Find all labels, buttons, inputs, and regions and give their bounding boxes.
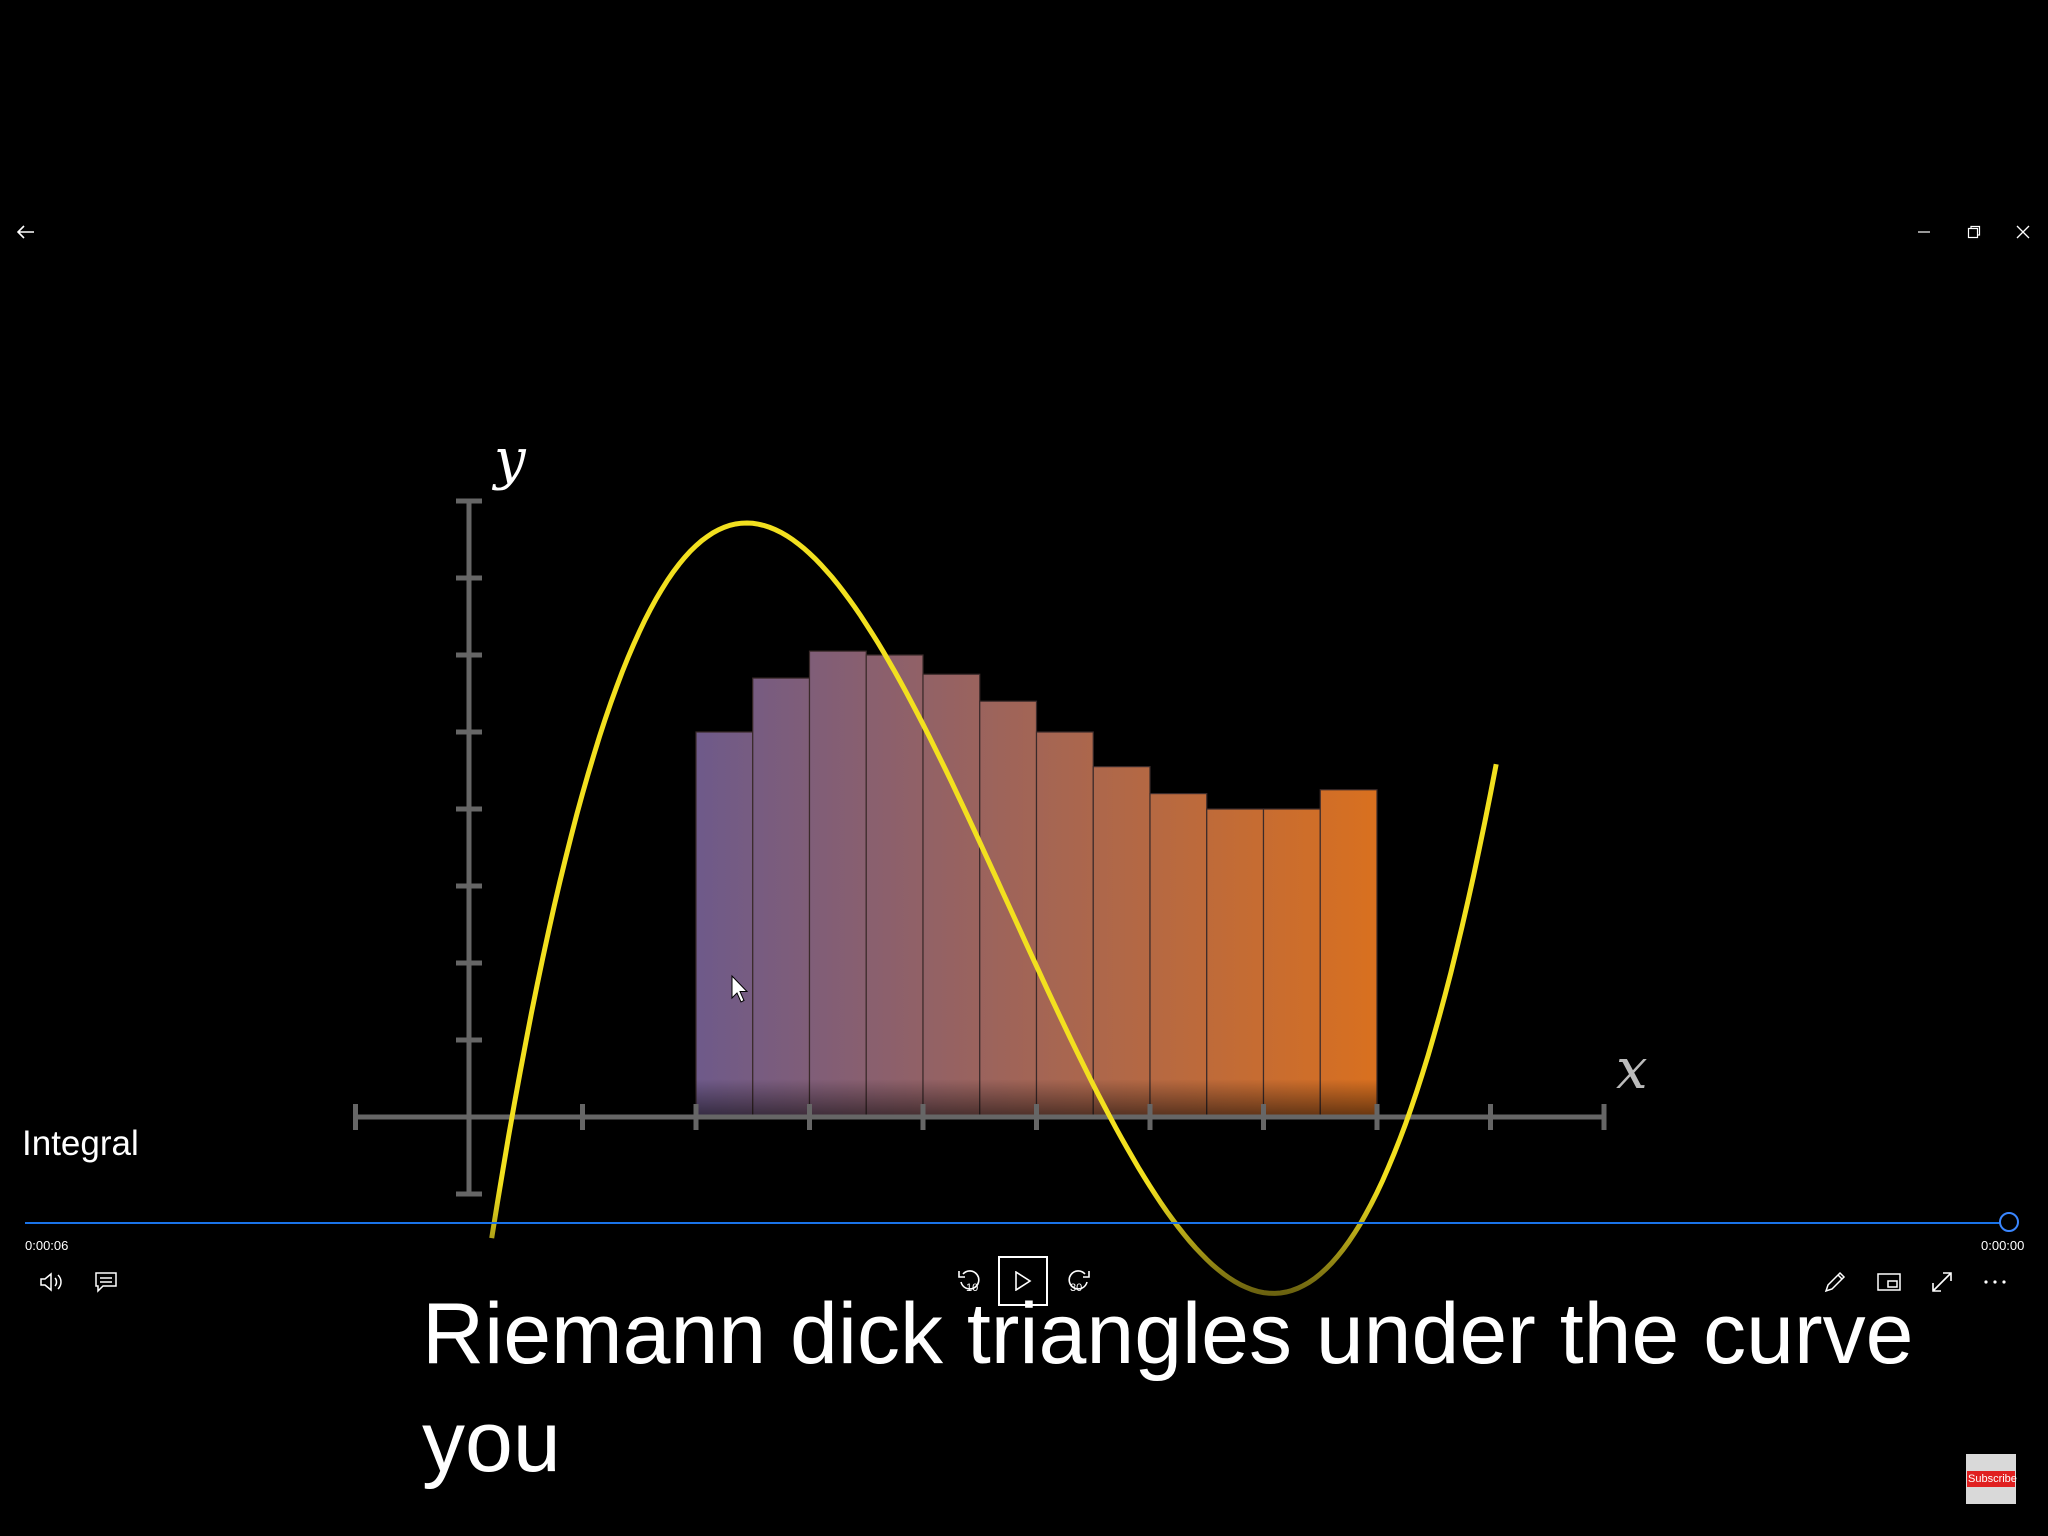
function-curve: [489, 520, 1499, 1296]
caption-line-1: Riemann dick triangles under the curve: [422, 1286, 1914, 1382]
skip-forward-icon: 30: [1068, 1270, 1090, 1294]
subscribe-label: Subscribe: [1967, 1471, 2017, 1487]
axes: [353, 498, 1607, 1197]
close-icon: [2016, 225, 2030, 239]
skip-forward-label: 30: [1070, 1282, 1082, 1294]
subtitle-caption: Riemann dick triangles under the curve y…: [422, 1280, 2032, 1496]
arrow-left-icon: [17, 225, 34, 239]
minimize-button[interactable]: [1904, 215, 1944, 249]
restore-button[interactable]: [1954, 215, 1994, 249]
fullscreen-button[interactable]: [1922, 1264, 1962, 1300]
captions-icon: [95, 1272, 117, 1293]
minimize-icon: [1918, 231, 1930, 233]
x-axis-label: x: [1616, 1037, 1648, 1102]
restore-icon: [1967, 225, 1981, 239]
fullscreen-icon: [1932, 1272, 1952, 1292]
volume-button[interactable]: [32, 1264, 72, 1300]
captions-button[interactable]: [86, 1264, 126, 1300]
seek-bar[interactable]: [25, 1222, 2012, 1224]
seek-thumb[interactable]: [1999, 1212, 2019, 1232]
skip-back-button[interactable]: 10: [950, 1264, 990, 1300]
more-icon: [1984, 1280, 2006, 1284]
mini-view-button[interactable]: [1869, 1264, 1909, 1300]
more-button[interactable]: [1975, 1264, 2015, 1300]
caption-line-2: you: [422, 1394, 561, 1490]
volume-icon: [40, 1272, 62, 1292]
edit-button[interactable]: [1815, 1264, 1855, 1300]
mouse-cursor-icon: [731, 974, 749, 1003]
rect-shade: [695, 980, 1377, 1118]
skip-back-icon: 10: [958, 1270, 980, 1294]
remaining-time: 0:00:00: [1981, 1238, 2025, 1253]
video-title: Integral: [22, 1124, 139, 1163]
current-time: 0:00:06: [25, 1238, 69, 1253]
y-axis-label: y: [491, 427, 527, 492]
pencil-icon: [1824, 1271, 1846, 1293]
play-button[interactable]: [998, 1256, 1048, 1306]
mini-view-icon: [1877, 1273, 1901, 1291]
back-button[interactable]: [6, 215, 46, 249]
close-button[interactable]: [2003, 215, 2043, 249]
subscribe-badge[interactable]: Subscribe: [1966, 1454, 2017, 1504]
skip-forward-button[interactable]: 30: [1058, 1264, 1098, 1300]
play-icon: [1015, 1271, 1032, 1291]
skip-back-label: 10: [966, 1282, 978, 1294]
